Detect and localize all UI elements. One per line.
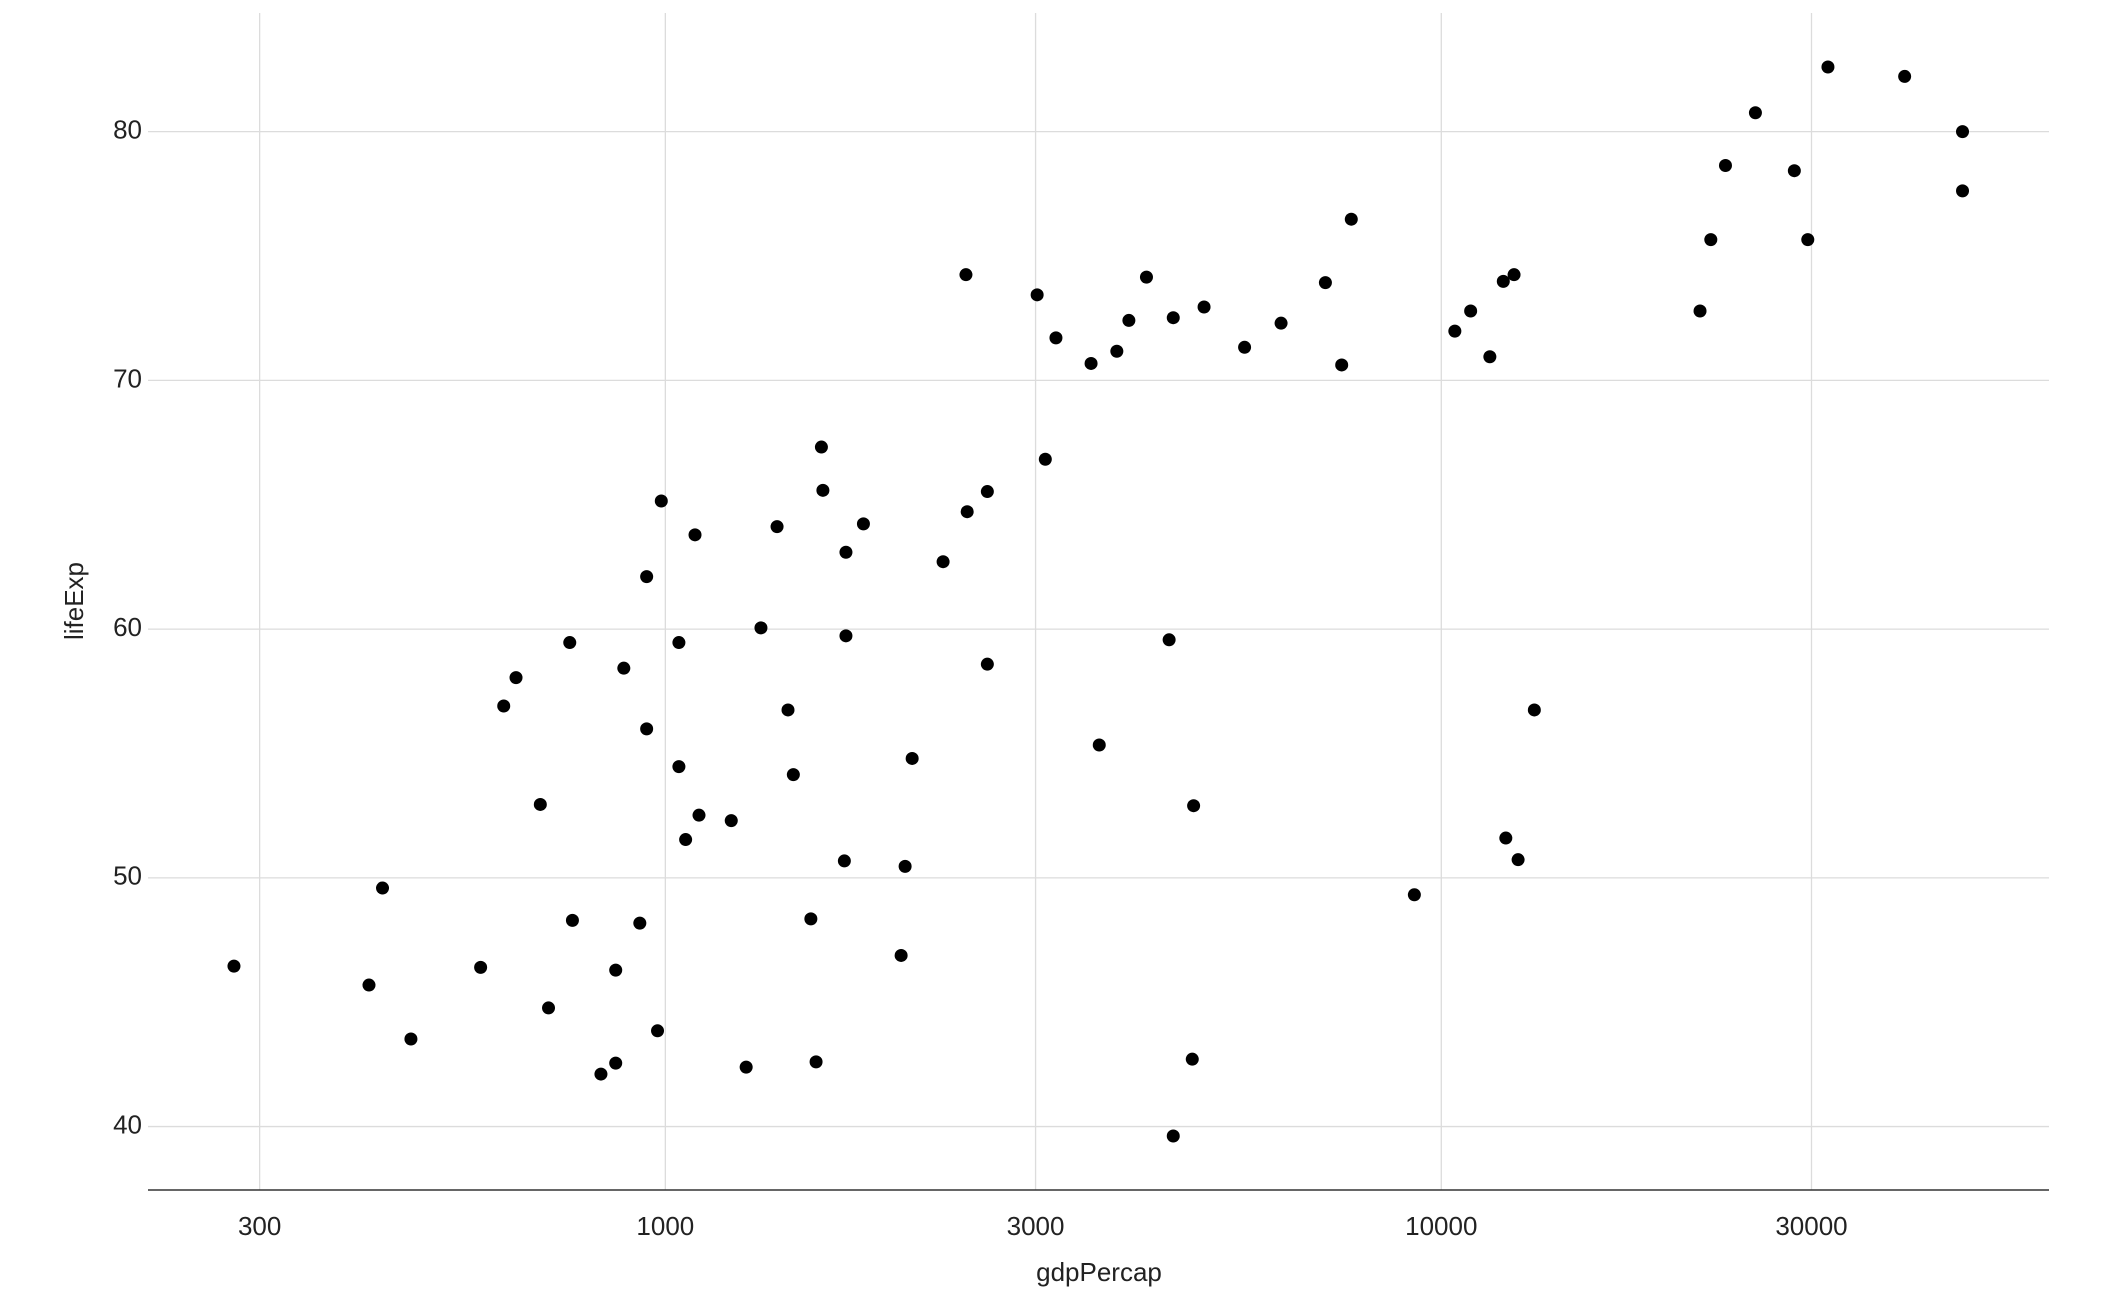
point	[1238, 340, 1252, 354]
point	[1187, 799, 1201, 813]
point	[509, 671, 523, 685]
point	[688, 528, 702, 542]
point	[1030, 288, 1044, 302]
point	[1197, 300, 1211, 314]
y-tick-label: 60	[113, 612, 142, 642]
point	[633, 916, 647, 930]
point	[980, 657, 994, 671]
point	[1821, 60, 1835, 74]
point	[814, 440, 828, 454]
point	[651, 1024, 665, 1038]
point	[609, 1056, 623, 1070]
point	[959, 268, 973, 282]
point	[804, 912, 818, 926]
point	[1464, 304, 1478, 318]
point	[679, 833, 693, 847]
point	[1110, 344, 1124, 358]
point	[497, 699, 511, 713]
point	[839, 545, 853, 559]
point	[960, 505, 974, 519]
point	[404, 1032, 418, 1046]
point	[786, 768, 800, 782]
point	[1084, 356, 1098, 370]
x-tick-label: 3000	[1007, 1211, 1065, 1241]
point	[563, 636, 577, 650]
x-tick-label: 30000	[1775, 1211, 1847, 1241]
y-axis-title: lifeExp	[59, 562, 89, 640]
point	[1038, 452, 1052, 466]
point	[1122, 313, 1136, 327]
point	[837, 854, 851, 868]
point	[1527, 703, 1541, 717]
point	[565, 913, 579, 927]
point	[640, 570, 654, 584]
point	[1407, 888, 1421, 902]
y-tick-label: 50	[113, 861, 142, 891]
point	[754, 621, 768, 635]
point	[905, 751, 919, 765]
point	[1318, 276, 1332, 290]
y-tick-label: 80	[113, 115, 142, 145]
point	[1718, 158, 1732, 172]
point	[898, 859, 912, 873]
point	[1496, 274, 1510, 288]
point	[1693, 304, 1707, 318]
point	[692, 808, 706, 822]
x-tick-label: 300	[238, 1211, 281, 1241]
point	[724, 814, 738, 828]
point	[227, 959, 241, 973]
point	[1748, 106, 1762, 120]
point	[617, 661, 631, 675]
x-axis-title: gdpPercap	[1036, 1257, 1162, 1287]
point	[474, 960, 488, 974]
point	[1898, 69, 1912, 83]
point	[894, 948, 908, 962]
point	[936, 555, 950, 569]
point	[1166, 1129, 1180, 1143]
point	[640, 722, 654, 736]
y-tick-label: 70	[113, 363, 142, 393]
point	[1956, 184, 1970, 198]
point	[739, 1060, 753, 1074]
point	[980, 485, 994, 499]
point	[856, 517, 870, 531]
point	[839, 629, 853, 643]
point	[376, 881, 390, 895]
point	[1335, 358, 1349, 372]
point	[781, 703, 795, 717]
point	[1139, 270, 1153, 284]
point	[1185, 1052, 1199, 1066]
point	[1274, 316, 1288, 330]
point	[594, 1067, 608, 1081]
x-tick-label: 1000	[636, 1211, 694, 1241]
point	[1092, 738, 1106, 752]
point	[1162, 633, 1176, 647]
point	[1448, 324, 1462, 338]
point	[1499, 831, 1513, 845]
point	[672, 760, 686, 774]
y-tick-label: 40	[113, 1109, 142, 1139]
point	[1801, 233, 1815, 247]
point	[1166, 311, 1180, 325]
point	[1787, 164, 1801, 178]
point	[542, 1001, 556, 1015]
point	[1049, 331, 1063, 345]
point	[809, 1055, 823, 1069]
point	[609, 963, 623, 977]
point	[533, 797, 547, 811]
point	[1344, 212, 1358, 226]
point	[672, 636, 686, 650]
point	[1507, 268, 1521, 282]
point	[770, 520, 784, 534]
point	[1956, 125, 1970, 139]
point	[1511, 853, 1525, 867]
point	[1483, 350, 1497, 364]
point	[816, 483, 830, 497]
point	[654, 494, 668, 508]
point	[362, 978, 376, 992]
point	[1704, 233, 1718, 247]
x-tick-label: 10000	[1405, 1211, 1477, 1241]
